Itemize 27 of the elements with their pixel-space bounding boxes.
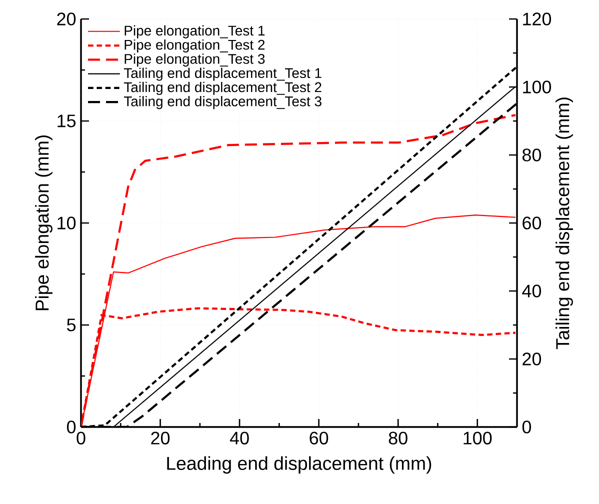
y-axis-title: Pipe elongation (mm) (35, 135, 52, 310)
x-tick-label: 0 (76, 432, 86, 444)
x-tick-label: 80 (388, 432, 408, 444)
y-tick-label: 5 (66, 318, 76, 332)
x-axis-title: Leading end displacement (mm) (167, 456, 432, 474)
x-tick-label: 100 (464, 432, 492, 444)
y2-tick-label: 80 (522, 148, 542, 162)
legend-label: Tailing end displacement_Test 3 (124, 96, 322, 110)
legend-label: Pipe elongation_Test 3 (124, 54, 265, 67)
y-tick-label: 0 (66, 420, 76, 434)
x-tick-label: 60 (310, 432, 328, 444)
y2-axis-title: Tailing end displacement (mm) (556, 98, 573, 350)
y2-tick-label: 60 (522, 216, 542, 230)
legend-label: Pipe elongation_Test 1 (124, 25, 265, 38)
y-tick-label: 10 (58, 216, 76, 230)
y2-tick-label: 20 (522, 352, 542, 366)
x-tick-label: 20 (151, 432, 170, 444)
legend-label: Pipe elongation_Test 2 (124, 39, 265, 53)
y-tick-label: 15 (58, 114, 76, 128)
legend-label: Tailing end displacement_Test 1 (124, 68, 322, 81)
y2-tick-label: 120 (523, 12, 552, 26)
y2-tick-label: 40 (522, 284, 542, 298)
y2-tick-label: 100 (523, 80, 552, 94)
y-tick-label: 20 (57, 12, 76, 26)
legend-label: Tailing end displacement_Test 2 (124, 82, 322, 95)
y2-tick-label: 0 (522, 420, 532, 434)
x-tick-label: 40 (230, 432, 249, 444)
